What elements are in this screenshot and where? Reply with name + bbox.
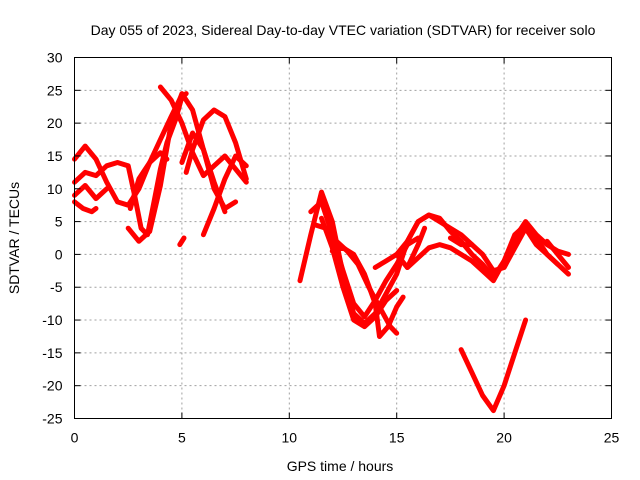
traces-layer (72, 84, 571, 414)
y-tick-label: 25 (47, 82, 63, 98)
y-tick-label: 0 (55, 246, 63, 262)
x-tick-label: 0 (71, 430, 79, 446)
vtec-arc-arc-11 (177, 235, 187, 248)
x-tick-label: 5 (178, 430, 186, 446)
y-tick-label: 10 (47, 181, 63, 197)
vtec-arc-arc-21 (458, 317, 529, 414)
y-tick-label: 20 (47, 115, 63, 131)
vtec-arc-arc-19 (447, 235, 475, 248)
x-tick-label: 10 (282, 430, 298, 446)
vtec-arc-arc-10 (200, 153, 249, 238)
x-tick-label: 25 (604, 430, 620, 446)
y-tick-label: -10 (42, 312, 62, 328)
y-tick-label: 5 (55, 214, 63, 230)
vtec-arc-arc-22 (544, 238, 571, 270)
vtec-arc-arc-6 (127, 150, 170, 211)
y-tick-label: -15 (42, 345, 62, 361)
y-tick-label: -25 (42, 411, 62, 427)
vtec-arc-arc-20 (404, 225, 428, 270)
plot-frame (74, 57, 612, 419)
vtec-arc-arc-8 (183, 107, 249, 182)
vtec-arc-arc-4 (72, 183, 110, 202)
vtec-arc-arc-14 (319, 215, 400, 330)
vtec-arc-arc-16 (329, 245, 406, 339)
y-tick-label: -5 (50, 279, 63, 295)
y-axis-title: SDTVAR / TECUs (6, 182, 22, 294)
y-tick-label: -20 (42, 378, 62, 394)
x-axis-title: GPS time / hours (287, 458, 394, 474)
vtec-arc-arc-1 (72, 92, 185, 208)
y-tick-label: 15 (47, 148, 63, 164)
x-tick-label: 20 (496, 430, 512, 446)
x-tick-label: 15 (389, 430, 405, 446)
ticks-layer: 0 5 10 15 20 25 -25 -20 -15 -10 -5 0 5 10 15 20 25 30 (42, 50, 619, 446)
vtec-arc-arc-3 (72, 199, 99, 215)
y-tick-label: 30 (47, 50, 63, 66)
chart-title: Day 055 of 2023, Sidereal Day-to-day VTE… (91, 22, 596, 38)
vtec-arc-arc-18 (394, 222, 571, 284)
